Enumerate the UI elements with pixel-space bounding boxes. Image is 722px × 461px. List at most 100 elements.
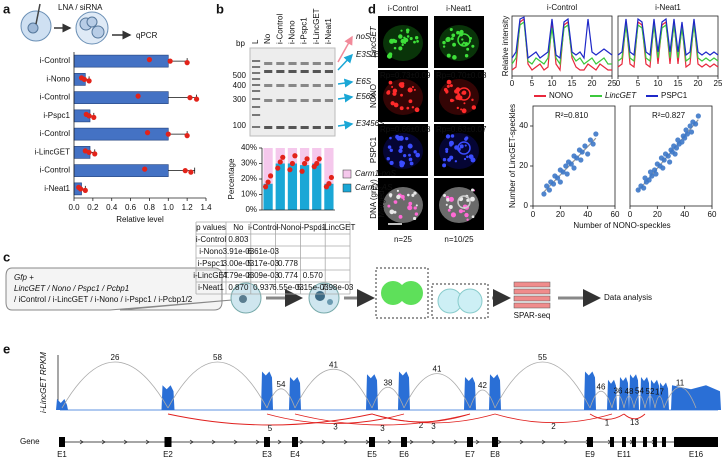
strand-chevron [409, 439, 414, 445]
point [672, 151, 678, 157]
legend-swatch [342, 183, 352, 193]
gel-band [288, 99, 297, 102]
table-cell: 6.61e-03 [247, 247, 279, 256]
speckle [398, 46, 403, 51]
nucleolus [457, 141, 471, 155]
strand-chevron [563, 439, 568, 445]
point [675, 137, 681, 143]
speckle [451, 33, 456, 38]
x-tick-label: 15 [674, 79, 683, 88]
band-label: E3456S [356, 119, 385, 128]
speckle [471, 105, 477, 110]
category-label: i-Pspc1 [43, 111, 70, 120]
junction-count: 58 [213, 353, 222, 362]
gene-text: LincGET / Nono / Pspc1 / Pcbp1 [14, 284, 129, 293]
plot-frame [617, 15, 719, 77]
replicate-point [86, 113, 92, 119]
exon [674, 437, 718, 447]
strand-chevron [497, 439, 502, 445]
table-cell: 3.00e-03 [223, 259, 255, 268]
exon-label: E7 [465, 450, 475, 459]
speckle [446, 84, 450, 88]
replicate-point [267, 173, 274, 179]
bar [73, 164, 169, 177]
speckle [450, 134, 455, 138]
unit-label: bp [236, 39, 245, 48]
x-tick-label: 20 [694, 79, 703, 88]
speckle [449, 27, 453, 32]
point [544, 183, 550, 189]
replicate-point [165, 131, 171, 137]
strand-chevron [277, 439, 282, 445]
bar-segment [299, 148, 310, 166]
junction-count: 38 [384, 378, 393, 387]
image-column-label: i-Control [388, 4, 418, 13]
junction-count: 5 [268, 424, 273, 433]
strand-chevron [211, 439, 216, 445]
junction-arc [654, 396, 665, 409]
x-tick-label: 5 [636, 79, 641, 88]
speckle [392, 88, 398, 94]
exon [662, 437, 666, 447]
strand-chevron [189, 439, 194, 445]
chart-title: i-Neat1 [655, 3, 681, 12]
table-cell: 6.55e-03 [272, 283, 304, 292]
speckle [391, 38, 396, 43]
exon-label: E4 [290, 450, 300, 459]
speckle [389, 148, 393, 153]
speckle [460, 108, 463, 111]
strand-chevron [475, 439, 480, 445]
speckle [461, 38, 464, 41]
point [564, 171, 570, 177]
ladder-band [252, 60, 261, 62]
coverage-peak [607, 379, 617, 410]
image-column-label: i-Neat1 [446, 4, 472, 13]
replicate-point [275, 165, 281, 171]
x-tick-label: 20 [653, 210, 662, 219]
junction-count: 36 [614, 386, 623, 395]
replicate-point [91, 114, 97, 120]
exon [492, 437, 498, 447]
junction-count: 41 [433, 365, 442, 374]
junction-count: 54 [277, 380, 286, 389]
speckle [458, 209, 464, 214]
coverage-peak [640, 377, 650, 410]
replicate-point [86, 78, 92, 84]
speckle [462, 210, 465, 213]
strand-chevron [145, 439, 150, 445]
exon-label: E5 [367, 450, 377, 459]
bar-segment [275, 163, 285, 210]
ladder-band [252, 72, 261, 74]
table-cell: i-LincGET [193, 271, 229, 280]
legend-label: Carm1-AS [355, 183, 393, 192]
replicate-point [182, 168, 188, 174]
speckle [406, 193, 410, 197]
speckle [446, 53, 451, 58]
series-line [511, 16, 613, 60]
speckle [409, 161, 414, 166]
x-tick-label: 0 [510, 79, 515, 88]
exon-label: E6 [399, 450, 409, 459]
replicate-point [92, 151, 98, 157]
point [642, 175, 648, 181]
table-cell: i-Pspc1 [198, 259, 225, 268]
speckle [464, 212, 469, 218]
exon-label: E1 [57, 450, 67, 459]
x-tick-label: 0.6 [125, 203, 137, 212]
gel-band [312, 126, 321, 129]
speckle [389, 54, 392, 58]
junction-arc [633, 395, 646, 409]
speckle [407, 143, 413, 149]
chart-title: i-Control [547, 3, 577, 12]
junction-arc [589, 413, 625, 420]
point [660, 165, 666, 171]
plot-frame [629, 105, 713, 207]
category-label: i-Nono [46, 74, 70, 83]
speckle [393, 102, 399, 108]
strand-chevron [343, 439, 348, 445]
construct-text: Gfp + [14, 273, 34, 282]
speckle [465, 136, 469, 140]
speckle [464, 144, 467, 147]
speckle [389, 160, 394, 166]
